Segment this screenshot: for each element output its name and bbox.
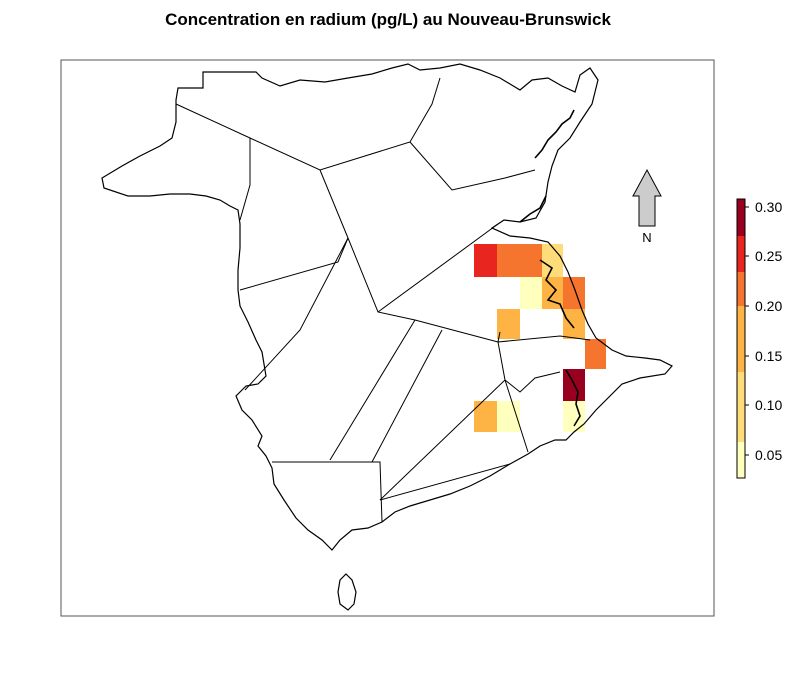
cell [520, 244, 542, 277]
legend-tick-label: 0.05 [755, 447, 782, 463]
north-arrow-icon [632, 168, 662, 227]
legend-band [737, 236, 745, 272]
plot-frame [60, 59, 715, 617]
county-boundaries [175, 77, 591, 523]
north-label: N [642, 230, 651, 245]
cell [474, 244, 497, 277]
legend-band [737, 272, 745, 306]
concentration-cells [474, 244, 606, 432]
map-title: Concentration en radium (pg/L) au Nouvea… [165, 10, 611, 29]
legend-tick-label: 0.10 [755, 397, 782, 413]
legend-band [737, 199, 745, 236]
cell [563, 401, 585, 432]
cell [585, 339, 606, 369]
cell [474, 401, 497, 432]
cell [497, 244, 520, 277]
legend-frame [736, 198, 746, 479]
cell [542, 277, 563, 309]
legend: 0.30 0.25 0.20 0.15 0.10 0.05 [736, 198, 782, 479]
legend-color-bar [737, 199, 745, 478]
legend-tick-label: 0.30 [755, 199, 782, 215]
province-outline [101, 63, 673, 551]
legend-tick-label: 0.20 [755, 298, 782, 314]
cell [563, 318, 585, 339]
legend-tick-label: 0.25 [755, 248, 782, 264]
legend-ticks [745, 206, 749, 456]
cell [497, 309, 520, 339]
cell [563, 277, 585, 309]
north-arrow: N [632, 168, 662, 245]
cell [520, 277, 542, 309]
legend-band [737, 306, 745, 372]
grand-manan-island [337, 573, 357, 611]
legend-band [737, 372, 745, 442]
coastline-detail-north [519, 109, 581, 427]
legend-band [737, 442, 745, 478]
cell [542, 244, 563, 277]
legend-tick-label: 0.15 [755, 348, 782, 364]
